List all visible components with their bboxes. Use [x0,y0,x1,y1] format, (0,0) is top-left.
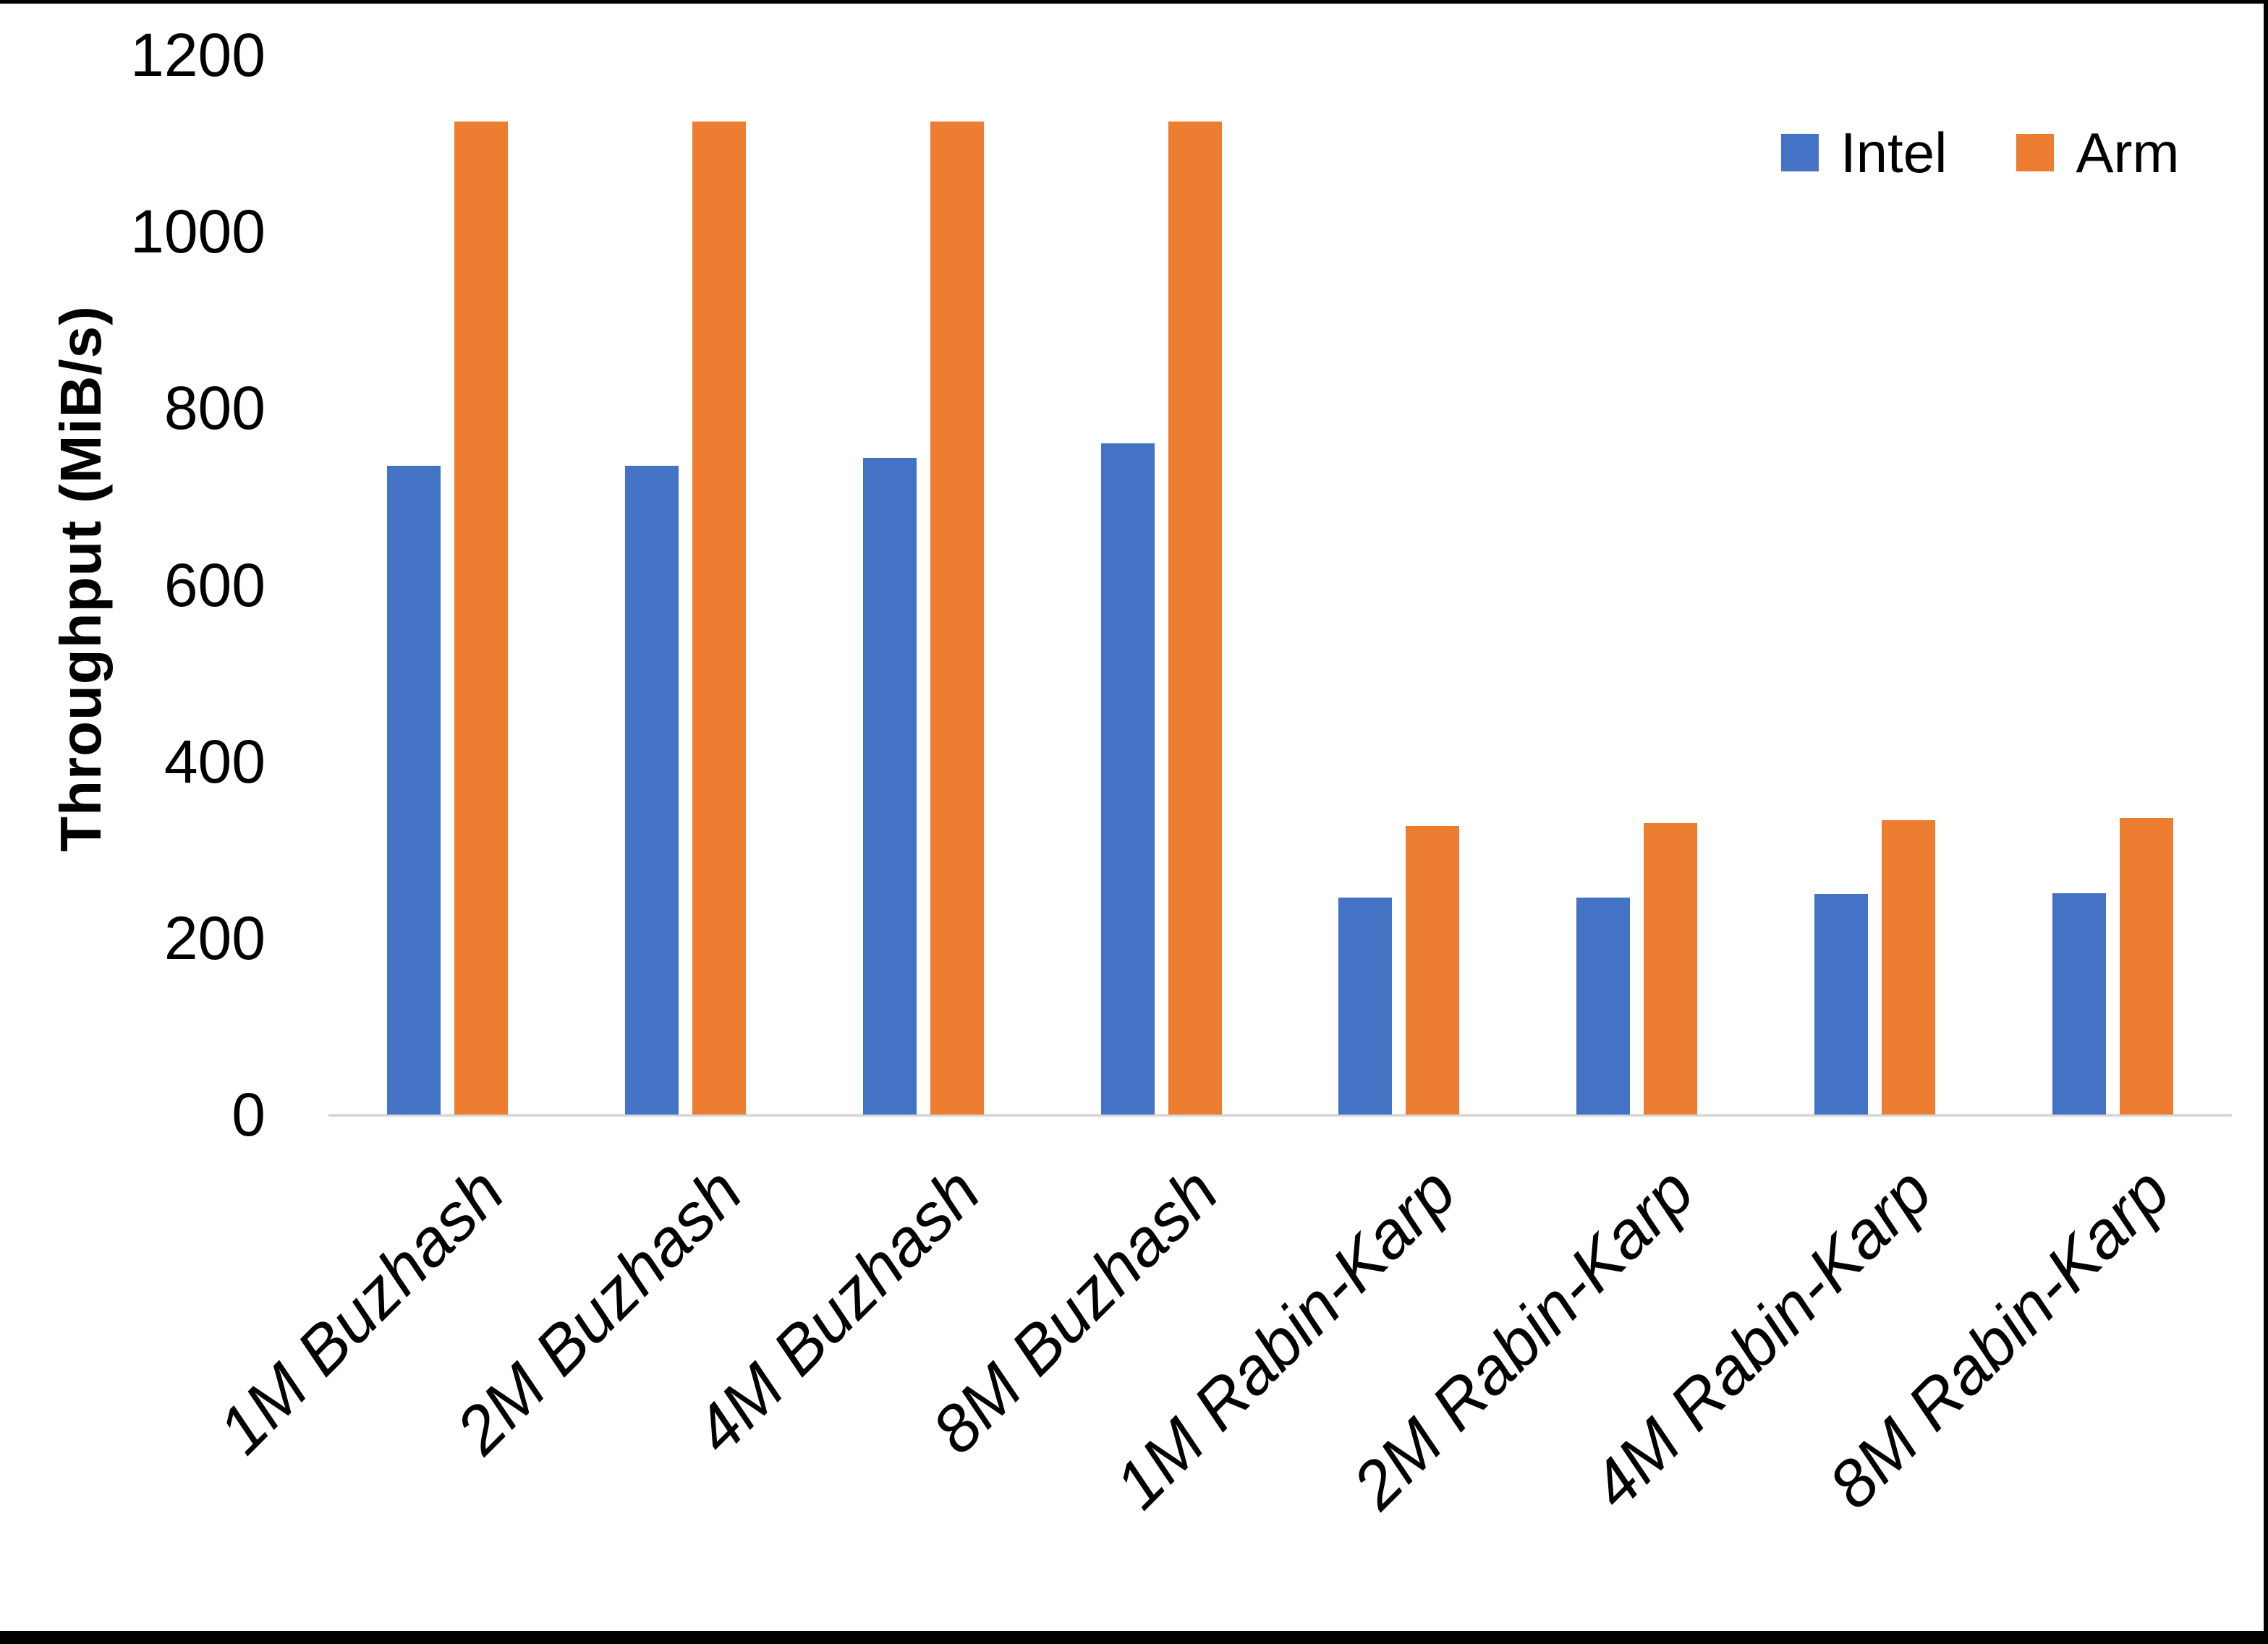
intel-swatch-icon [1781,134,1819,171]
y-tick-label: 800 [163,374,266,443]
legend-label-intel: Intel [1840,121,1948,184]
bar-intel-4m-buzhash [863,458,917,1115]
border-right [2264,0,2268,1644]
bar-arm-4m-rabin-karp [1882,820,1935,1115]
bar-arm-1m-rabin-karp [1406,826,1459,1115]
bar-arm-2m-buzhash [692,122,746,1115]
bar-intel-8m-rabin-karp [2052,893,2106,1115]
border-top [0,0,2268,4]
y-tick-label: 600 [163,550,266,619]
legend: Intel Arm [1781,124,2179,181]
bar-arm-8m-buzhash [1168,122,1222,1115]
arm-swatch-icon [2016,134,2055,171]
bar-intel-8m-buzhash [1101,443,1155,1115]
legend-item-intel: Intel [1781,124,1947,181]
y-tick-label: 400 [163,727,266,796]
y-tick-label: 1000 [130,197,266,266]
x-axis-line [328,1114,2232,1117]
bar-intel-1m-buzhash [387,466,441,1115]
legend-item-arm: Arm [2016,124,2179,181]
bar-arm-4m-buzhash [930,122,984,1115]
y-tick-label: 0 [232,1081,266,1149]
legend-label-arm: Arm [2076,121,2180,184]
bar-arm-8m-rabin-karp [2120,818,2173,1115]
bar-intel-2m-rabin-karp [1576,898,1630,1115]
border-bottom [0,1631,2268,1644]
bar-arm-1m-buzhash [454,122,508,1115]
y-tick-label: 200 [163,903,266,972]
y-tick-label: 1200 [130,21,266,89]
bar-arm-2m-rabin-karp [1644,823,1697,1115]
bar-intel-1m-rabin-karp [1338,898,1392,1115]
bar-intel-2m-buzhash [625,466,679,1115]
bar-intel-4m-rabin-karp [1814,894,1868,1115]
